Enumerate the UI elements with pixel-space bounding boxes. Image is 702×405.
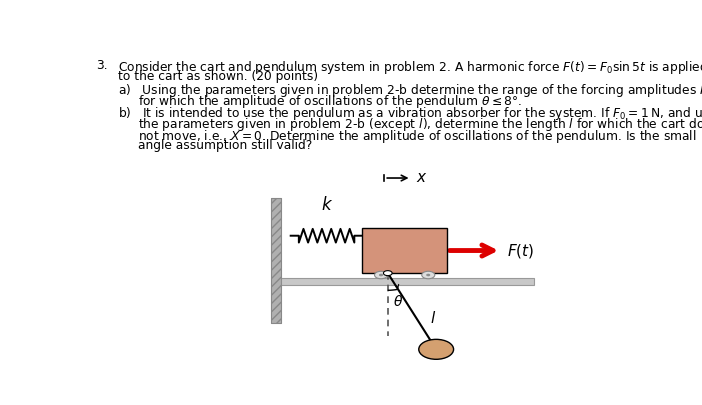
Text: b)   It is intended to use the pendulum as a vibration absorber for the system. : b) It is intended to use the pendulum as…	[118, 105, 702, 122]
Circle shape	[419, 339, 453, 359]
Text: $F(t)$: $F(t)$	[507, 241, 534, 260]
Text: the parameters given in problem 2-b (except $l$), determine the length $l$ for w: the parameters given in problem 2-b (exc…	[138, 116, 702, 133]
Text: for which the amplitude of oscillations of the pendulum $\theta \leq 8°$.: for which the amplitude of oscillations …	[138, 93, 522, 110]
Text: to the cart as shown. (20 points): to the cart as shown. (20 points)	[118, 70, 318, 83]
Circle shape	[383, 271, 392, 276]
Text: $O$: $O$	[369, 262, 381, 276]
Text: $M$: $M$	[420, 229, 436, 246]
Text: $x$: $x$	[416, 171, 428, 185]
Text: not move, i.e., $X = 0$. Determine the amplitude of oscillations of the pendulum: not move, i.e., $X = 0$. Determine the a…	[138, 128, 697, 145]
Text: 3.: 3.	[96, 59, 108, 72]
Circle shape	[427, 274, 430, 276]
Bar	[271, 198, 281, 323]
Circle shape	[379, 274, 383, 276]
Circle shape	[422, 271, 435, 279]
Text: Consider the cart and pendulum system in problem 2. A harmonic force $F(t) = F_0: Consider the cart and pendulum system in…	[118, 59, 702, 76]
Bar	[362, 228, 447, 273]
Text: angle assumption still valid?: angle assumption still valid?	[138, 139, 312, 152]
Circle shape	[375, 271, 388, 279]
Text: a)   Using the parameters given in problem 2-b determine the range of the forcin: a) Using the parameters given in problem…	[118, 82, 702, 99]
Bar	[271, 198, 281, 323]
Text: $m$: $m$	[429, 342, 444, 356]
Text: $\theta$: $\theta$	[393, 294, 404, 309]
Text: $k$: $k$	[321, 196, 333, 214]
Text: $l$: $l$	[430, 310, 436, 326]
Bar	[281, 278, 534, 285]
